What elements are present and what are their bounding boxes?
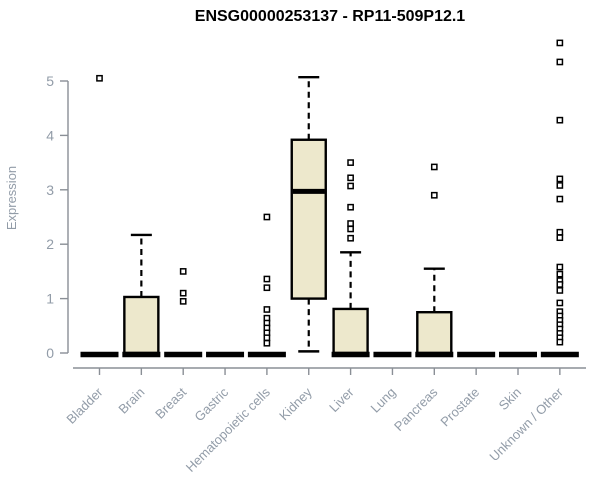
y-axis-tick-label: 5 <box>46 73 54 89</box>
y-axis-tick-label: 3 <box>46 182 54 198</box>
box-rect <box>290 138 327 300</box>
outlier-point <box>556 182 564 189</box>
outlier-point <box>556 338 564 346</box>
boxplot-brain <box>122 233 161 358</box>
outlier-point <box>556 270 564 278</box>
x-axis-label-prostate: Prostate <box>437 385 482 430</box>
x-axis-label-breast: Breast <box>152 384 189 421</box>
x-axis-label-unknown-other: Unknown / Other <box>486 384 566 464</box>
outlier-point <box>263 284 271 292</box>
outlier-point <box>179 289 187 297</box>
x-axis-label-skin: Skin <box>496 385 524 413</box>
outlier-point <box>556 299 564 307</box>
x-axis-label-gastric: Gastric <box>191 384 231 424</box>
outlier-point <box>347 159 354 166</box>
outlier-point <box>556 39 564 47</box>
outlier-point <box>556 116 564 124</box>
boxplot-kidney <box>290 75 327 353</box>
outlier-point <box>556 228 564 236</box>
zero-box <box>247 351 286 358</box>
median-line <box>331 351 370 358</box>
x-axis-label-pancreas: Pancreas <box>391 384 441 434</box>
outlier-point <box>556 58 564 66</box>
outlier-point <box>179 297 187 305</box>
y-axis-title: Expression <box>4 166 19 230</box>
box-rect <box>332 307 369 355</box>
boxplot-bladder <box>80 74 119 358</box>
x-axis-label-bladder: Bladder <box>63 384 106 427</box>
boxplot-liver <box>331 159 370 358</box>
boxplot-pancreas <box>415 163 454 358</box>
outlier-point <box>430 163 438 171</box>
zero-box <box>373 351 412 358</box>
zero-box <box>499 351 537 358</box>
x-axis-label-brain: Brain <box>115 385 147 417</box>
zero-box <box>164 351 203 358</box>
outlier-point <box>263 339 271 347</box>
zero-box <box>80 351 119 358</box>
outlier-point <box>347 220 354 227</box>
y-axis-tick-label: 0 <box>46 345 54 361</box>
outlier-point <box>263 334 271 342</box>
outlier-point <box>556 234 564 242</box>
outlier-point <box>263 306 271 313</box>
outlier-point <box>556 195 564 203</box>
outlier-point <box>263 213 271 221</box>
boxplot-breast <box>164 268 203 358</box>
outlier-point <box>96 74 103 82</box>
boxplot-unknown-other <box>540 39 579 358</box>
x-axis-label-kidney: Kidney <box>276 384 315 423</box>
outlier-point <box>263 275 271 283</box>
boxplot-prostate <box>457 351 496 358</box>
outlier-point <box>347 174 354 182</box>
zero-box <box>206 351 245 358</box>
boxplot-lung <box>373 351 412 358</box>
zero-box <box>457 351 496 358</box>
median-line <box>122 351 161 358</box>
x-axis-label-liver: Liver <box>326 384 357 415</box>
box-rect <box>123 295 160 355</box>
y-axis-tick-label: 4 <box>46 127 54 143</box>
boxplot-skin <box>499 351 537 358</box>
boxplot-gastric <box>206 351 245 358</box>
outlier-point <box>347 234 354 242</box>
outlier-point <box>347 182 354 190</box>
median-line <box>415 351 454 358</box>
outlier-point <box>556 175 564 183</box>
outlier-point <box>556 287 564 294</box>
outlier-point <box>347 225 354 233</box>
zero-box <box>540 351 579 358</box>
y-axis-tick-label: 1 <box>46 291 54 307</box>
outlier-point <box>556 263 564 271</box>
outlier-point <box>347 203 354 211</box>
box-rect <box>416 311 453 355</box>
x-axis-label-lung: Lung <box>368 385 399 416</box>
boxplot-hematopoietic-cells <box>247 213 286 358</box>
outlier-point <box>430 191 438 199</box>
y-axis-tick-label: 2 <box>46 236 54 252</box>
outlier-point <box>556 281 564 288</box>
chart-title: ENSG00000253137 - RP11-509P12.1 <box>195 8 466 25</box>
outlier-point <box>179 268 187 275</box>
